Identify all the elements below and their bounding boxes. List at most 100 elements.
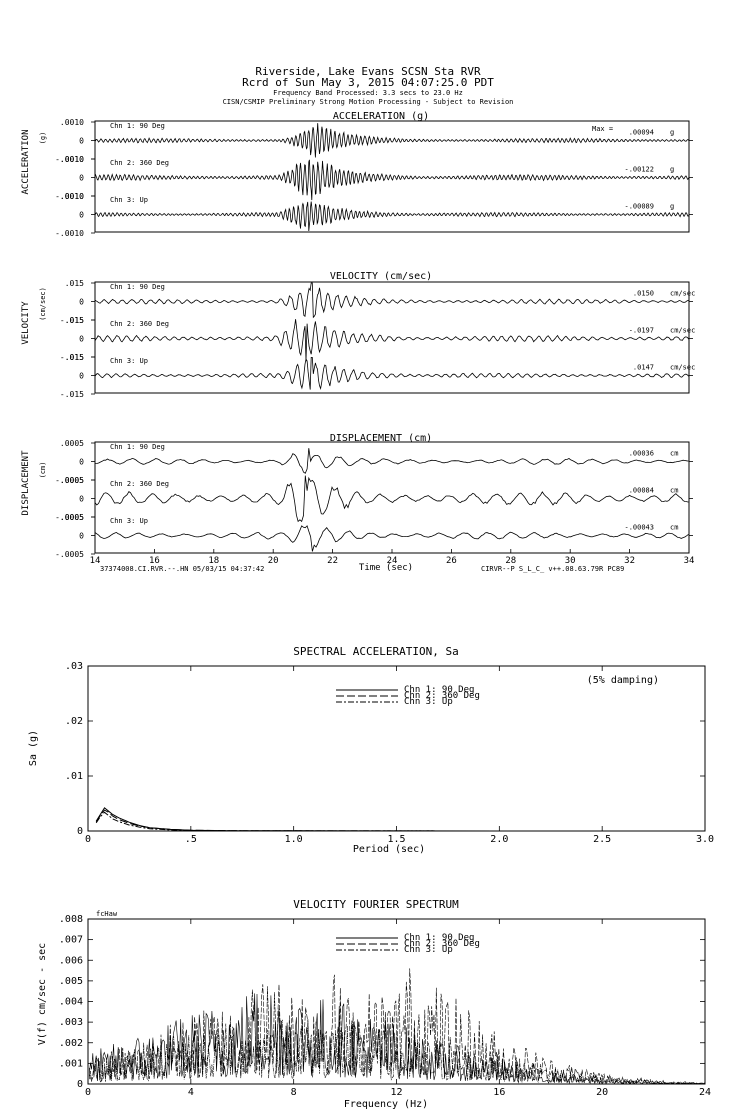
- time-tick-label-34: 34: [684, 556, 695, 566]
- disp-chn-3-up-tick-top: .0005: [60, 513, 84, 522]
- period-axis-title: Period (sec): [353, 844, 425, 855]
- header-station-line: Riverside, Lake Evans SCSN Sta RVR: [255, 65, 481, 78]
- vel-chn-3-up-tick-zero: 0: [79, 372, 84, 381]
- disp-chn-2-360-deg-peak-unit: cm: [670, 487, 678, 495]
- vel-chn-2-360-deg-tick-bottom: -.015: [60, 353, 84, 362]
- displacement-panel-title: DISPLACEMENT (cm): [330, 433, 432, 444]
- vel-chn-1-90-deg-peak-unit: cm/sec: [670, 290, 695, 298]
- fs-x-tick-label-5: 20: [596, 1087, 608, 1098]
- time-tick-label-16: 16: [149, 556, 160, 566]
- fs-legend-label-chn-2-360-deg: Chn 2: 360 Deg: [404, 939, 480, 949]
- disp-chn-3-up-peak-value: -.00043: [624, 524, 654, 532]
- velocity-plot-frame: [94, 281, 690, 394]
- vel-chn-1-90-deg-tick-zero: 0: [79, 298, 84, 307]
- sa-line-chn-2-360-deg: [95, 809, 705, 832]
- fs-y-tick-label-3: .003: [59, 1017, 83, 1028]
- time-tick-label-18: 18: [208, 556, 219, 566]
- vel-chn-2-360-deg-channel-label: Chn 2: 360 Deg: [110, 320, 169, 328]
- velocity-panel-title: VELOCITY (cm/sec): [330, 271, 432, 282]
- vel-chn-1-90-deg-channel-label: Chn 1: 90 Deg: [110, 283, 165, 291]
- vel-chn-2-360-deg-peak-value: -.0197: [629, 327, 654, 335]
- sa-x-tick-label-4: 2.0: [490, 834, 508, 845]
- fs-x-tick-label-4: 16: [493, 1087, 505, 1098]
- disp-chn-3-up-tick-bottom: -.0005: [55, 550, 84, 559]
- header-band-line: Frequency Band Processed: 3.3 secs to 23…: [273, 89, 463, 97]
- disp-chn-1-90-deg-channel-label: Chn 1: 90 Deg: [110, 443, 165, 451]
- fourier-spectrum-title: VELOCITY FOURIER SPECTRUM: [293, 898, 459, 911]
- disp-chn-2-360-deg-tick-bottom: -.0005: [55, 513, 84, 522]
- time-axis-ticks: 14 16 18 20 22 24 26 28 30 32 34: [90, 549, 695, 566]
- spectral-acceleration-y-title: Sa (g): [28, 730, 39, 766]
- spectral-acceleration-title: SPECTRAL ACCELERATION, Sa: [293, 645, 459, 658]
- sa-line-chn-3-up: [95, 811, 705, 832]
- accel-chn-1-90-deg-tick-zero: 0: [79, 137, 84, 146]
- disp-chn-1-90-deg-tick-top: .0005: [60, 439, 84, 448]
- fs-legend-label-chn-3-up: Chn 3: Up: [404, 945, 453, 955]
- vel-chn-2-360-deg-tick-zero: 0: [79, 335, 84, 344]
- spectral-acceleration-frame: [87, 665, 706, 832]
- spectral-acceleration-lines: [95, 807, 705, 832]
- velocity-panel: VELOCITY (cm/sec) VELOCITY (cm/sec) .015…: [21, 271, 695, 399]
- time-tick-label-26: 26: [446, 556, 457, 566]
- disp-chn-3-up-channel-label: Chn 3: Up: [110, 517, 148, 525]
- time-tick-label-24: 24: [387, 556, 398, 566]
- disp-chn-2-360-deg-tick-zero: 0: [79, 495, 84, 504]
- fourier-spectrum-panel: VELOCITY FOURIER SPECTRUM fcHaw V(f) cm/…: [37, 898, 711, 1110]
- fs-y-tick-label-6: .006: [59, 955, 83, 966]
- vel-chn-3-up-trace: [94, 356, 689, 390]
- header-record-line: Rcrd of Sun May 3, 2015 04:07:25.0 PDT: [242, 76, 494, 89]
- sa-line-chn-1-90-deg: [95, 807, 705, 832]
- accel-chn-3-up-peak-unit: g: [670, 203, 674, 211]
- fs-y-tick-label-7: .007: [59, 935, 83, 946]
- fourier-spectrum-axes: 0 4 8 12 16 20 24 0 .001 .002 .003 .004 .005 .006 .007…: [59, 914, 711, 1098]
- time-tick-label-22: 22: [327, 556, 338, 566]
- accel-chn-2-360-deg-tick-bottom: -.0010: [55, 192, 84, 201]
- accel-chn-1-90-deg-tick-bottom: -.0010: [55, 155, 84, 164]
- vel-chn-1-90-deg-trace: [94, 282, 689, 319]
- fourier-y-title: V(f) cm/sec - sec: [37, 943, 48, 1045]
- sa-x-tick-label-0: 0: [85, 834, 91, 845]
- fourier-spectrum-lines: [89, 968, 705, 1085]
- accel-chn-2-360-deg-peak-value: -.00122: [624, 166, 654, 174]
- acceleration-max-prefix: Max =: [592, 125, 613, 133]
- acceleration-unit-label: (g): [39, 132, 47, 145]
- vel-chn-3-up-peak-value: .0147: [633, 364, 654, 372]
- sa-y-tick-label-2: .02: [65, 716, 83, 727]
- damping-note: (5% damping): [587, 675, 659, 686]
- time-tick-label-14: 14: [90, 556, 101, 566]
- disp-chn-2-360-deg-tick-top: .0005: [60, 476, 84, 485]
- sa-x-tick-label-2: 1.0: [285, 834, 303, 845]
- sa-y-tick-label-1: .01: [65, 771, 83, 782]
- acceleration-panel-title: ACCELERATION (g): [333, 111, 429, 122]
- sa-y-tick-label-0: 0: [77, 826, 83, 837]
- sa-y-tick-label-3: .03: [65, 661, 83, 672]
- vel-chn-3-up-tick-top: .015: [65, 353, 84, 362]
- fs-legend-label-chn-1-90-deg: Chn 1: 90 Deg: [404, 933, 474, 943]
- accel-chn-1-90-deg-channel-label: Chn 1: 90 Deg: [110, 122, 165, 130]
- sa-x-tick-label-3: 1.5: [387, 834, 405, 845]
- displacement-traces: .0005 0 -.0005 Chn 1: 90 Deg .00036 cm .0005 0 -…: [55, 439, 693, 559]
- accel-chn-3-up-tick-bottom: -.0010: [55, 229, 84, 238]
- vel-chn-1-90-deg-tick-top: .015: [65, 279, 84, 288]
- acceleration-plot-frame: [94, 120, 690, 233]
- accel-chn-1-90-deg-peak-value: .00094: [629, 129, 654, 137]
- sa-x-tick-label-6: 3.0: [696, 834, 714, 845]
- disp-chn-2-360-deg-peak-value: .00084: [629, 487, 654, 495]
- velocity-axis-label: VELOCITY: [21, 301, 31, 345]
- fs-y-tick-label-2: .002: [59, 1038, 83, 1049]
- accel-chn-3-up-trace: [94, 201, 690, 232]
- fs-line-chn-3-up: [89, 1019, 705, 1085]
- accel-chn-2-360-deg-peak-unit: g: [670, 166, 674, 174]
- vel-chn-1-90-deg-peak-value: .0150: [633, 290, 654, 298]
- accel-chn-3-up-peak-value: -.00089: [624, 203, 654, 211]
- time-axis-title: Time (sec): [359, 563, 413, 573]
- velocity-unit-label: (cm/sec): [39, 287, 47, 321]
- disp-chn-1-90-deg-tick-zero: 0: [79, 458, 84, 467]
- record-id-footer: 37374008.CI.RVR.--.HN 05/03/15 04:37:42: [100, 565, 264, 573]
- disp-chn-1-90-deg-peak-unit: cm: [670, 450, 678, 458]
- accel-chn-1-90-deg-tick-top: .0010: [60, 118, 84, 127]
- vel-chn-2-360-deg-trace: [94, 319, 689, 362]
- accel-chn-2-360-deg-trace: [94, 159, 690, 201]
- fs-y-tick-label-4: .004: [59, 997, 83, 1008]
